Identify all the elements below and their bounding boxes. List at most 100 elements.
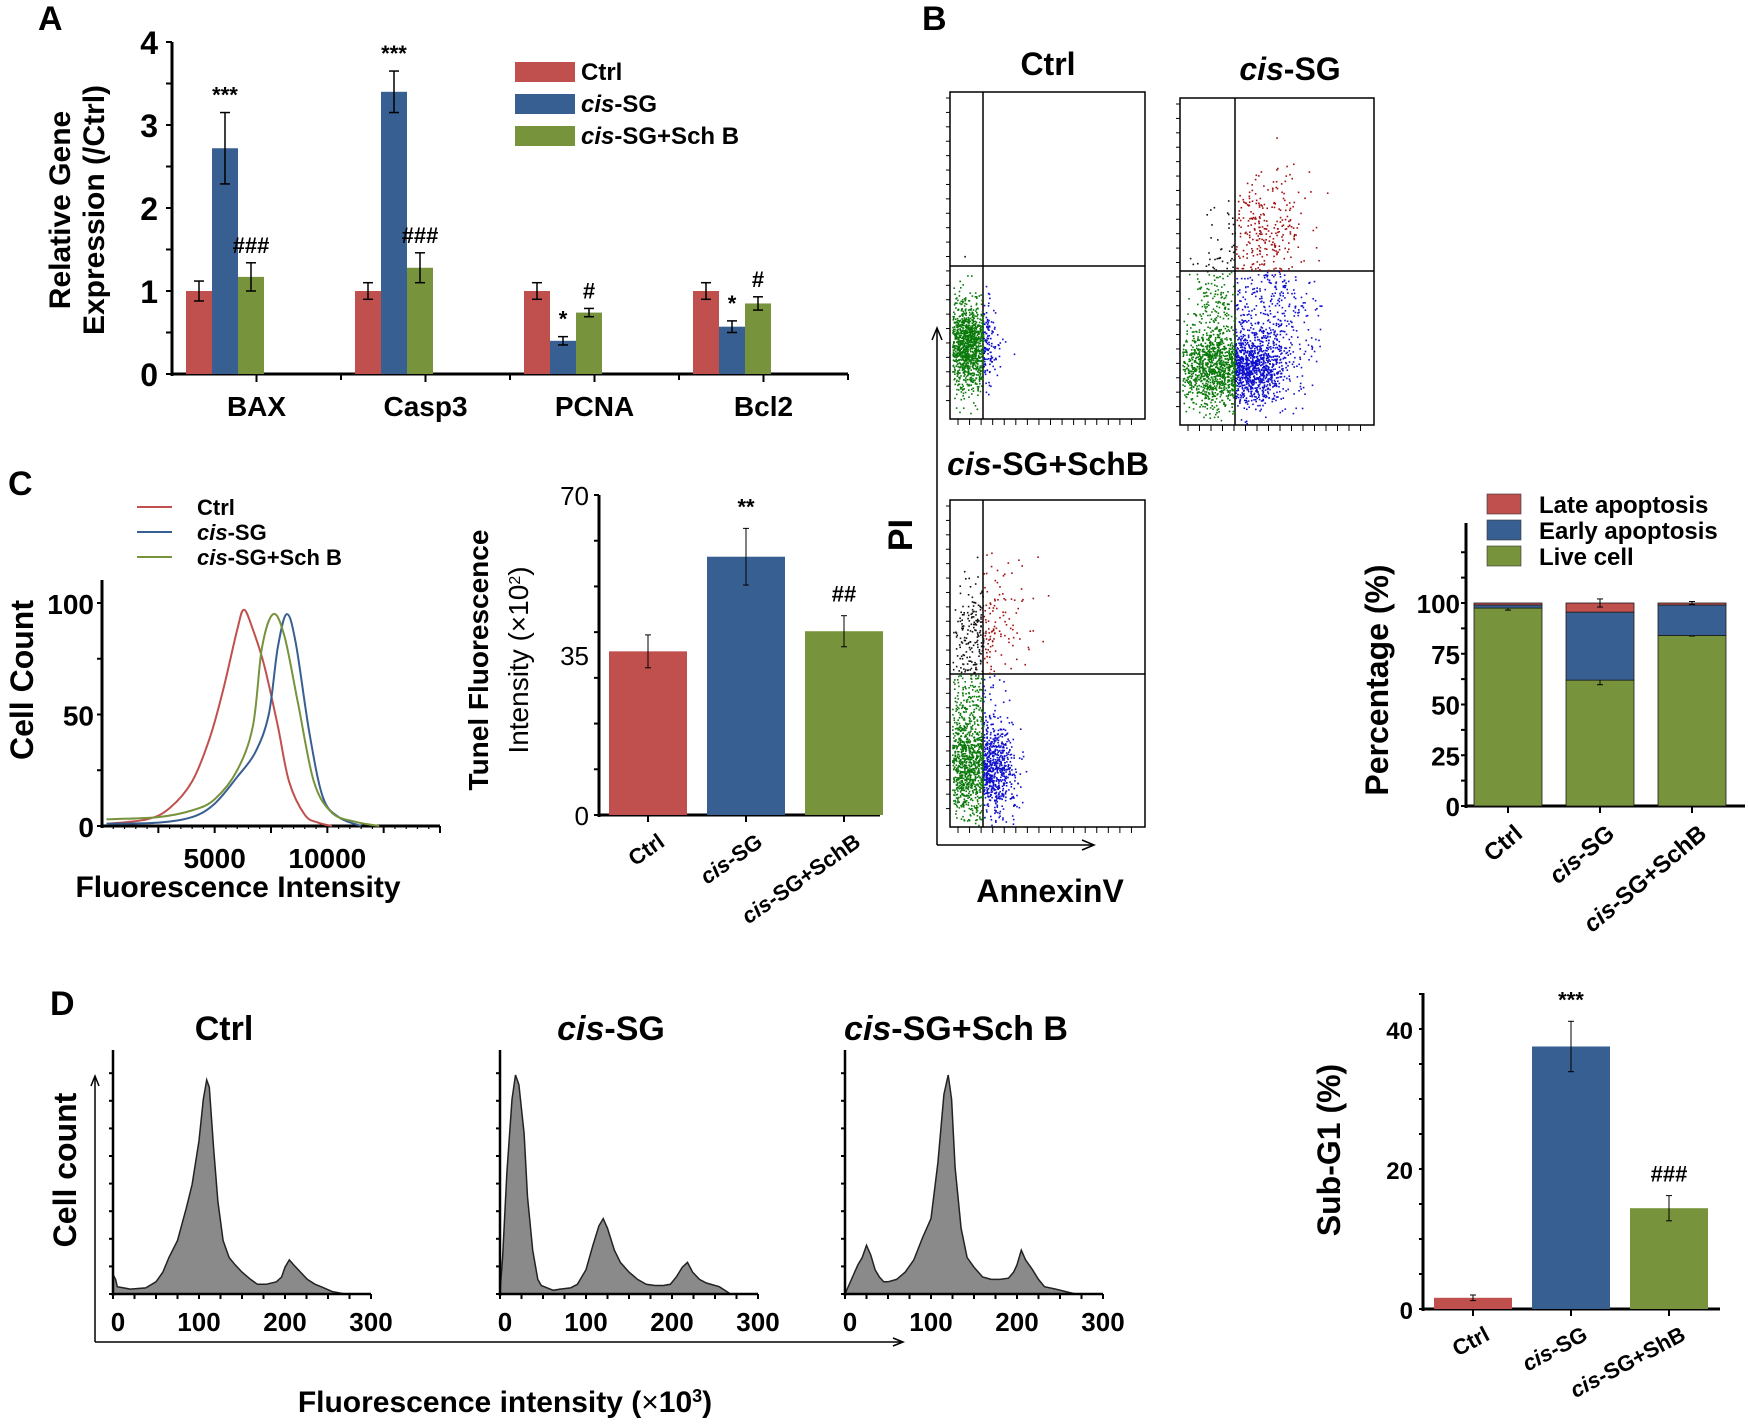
scatter-dot — [952, 729, 954, 731]
scatter-dot — [1255, 408, 1257, 411]
scatter-dot — [1271, 400, 1274, 403]
scatter-dot — [1262, 404, 1264, 407]
scatter-dot — [1200, 286, 1203, 289]
scatter-dot — [1227, 372, 1230, 374]
scatter-dot — [959, 315, 962, 317]
scatter-dot — [1233, 365, 1235, 367]
scatter-dot — [1234, 351, 1237, 354]
scatter-dot — [992, 321, 995, 324]
scatter-dot — [972, 354, 974, 356]
scatter-dot — [965, 375, 968, 378]
scatter-dot — [1231, 350, 1234, 352]
scatter-dot — [1216, 326, 1218, 328]
scatter-dot — [1239, 289, 1241, 291]
scatter-dot — [1244, 341, 1247, 344]
scatter-dot — [982, 780, 984, 783]
scatter-dot — [1252, 362, 1255, 364]
scatter-dot — [1239, 372, 1242, 374]
scatter-dot — [1253, 379, 1255, 381]
scatter-dot — [1193, 313, 1195, 315]
scatter-dot — [974, 348, 977, 351]
scatter-dot — [1212, 369, 1214, 372]
scatter-dot — [1199, 287, 1202, 290]
scatter-dot — [992, 346, 995, 348]
scatter-dot — [977, 388, 979, 391]
scatter-dot — [1278, 386, 1280, 388]
scatter-dot — [1263, 264, 1265, 266]
scatter-dot — [1292, 329, 1295, 331]
scatter-dot — [1267, 230, 1270, 232]
scatter-dot — [994, 368, 996, 371]
scatter-dot — [971, 338, 973, 340]
scatter-dot — [1229, 343, 1232, 346]
scatter-dot — [955, 787, 958, 789]
scatter-dot — [964, 351, 966, 353]
scatter-dot — [972, 744, 975, 747]
scatter-dot — [979, 752, 982, 755]
scatter-dot — [958, 295, 961, 297]
scatter-dot — [1265, 375, 1268, 377]
scatter-dot — [1246, 253, 1248, 255]
scatter-dot — [1277, 318, 1280, 321]
scatter-dot — [1244, 421, 1247, 423]
scatter-dot — [973, 744, 976, 746]
scatter-dot — [1206, 353, 1208, 356]
scatter-dot — [1207, 362, 1210, 365]
scatter-dot — [1274, 347, 1277, 349]
scatter-dot — [1263, 376, 1265, 378]
scatter-dot — [1234, 293, 1236, 295]
scatter-dot — [1273, 385, 1275, 387]
scatter-dot — [1266, 374, 1269, 376]
scatter-dot — [1222, 332, 1225, 335]
scatter-dot — [1225, 355, 1227, 357]
scatter-dot — [1279, 221, 1282, 223]
scatter-dot — [1218, 368, 1221, 371]
scatter-dot — [1186, 393, 1188, 396]
scatter-dot — [963, 366, 965, 369]
scatter-dot — [1247, 277, 1249, 280]
scatter-dot — [1221, 366, 1224, 369]
scatter-dot — [1267, 371, 1269, 373]
scatter-dot — [1243, 339, 1245, 342]
scatter-dot — [1219, 330, 1221, 333]
scatter-dot — [975, 811, 978, 813]
scatter-dot — [973, 320, 975, 323]
scatter-dot — [961, 774, 964, 776]
scatter-dot — [990, 355, 993, 357]
scatter-dot — [1254, 339, 1256, 342]
scatter-dot — [1236, 364, 1239, 367]
scatter-dot — [970, 372, 972, 375]
scatter-dot — [1230, 380, 1233, 383]
scatter-dot — [1289, 233, 1292, 235]
scatter-dot — [986, 358, 988, 361]
scatter-dot — [1218, 336, 1221, 339]
scatter-dot — [1258, 385, 1260, 388]
scatter-dot — [976, 383, 978, 385]
scatter-dot — [955, 307, 957, 309]
scatter-dot — [1277, 323, 1280, 325]
scatter-dot — [966, 371, 969, 373]
scatter-dot — [1307, 329, 1310, 331]
scatter-dot — [968, 378, 971, 381]
scatter-dot — [986, 775, 989, 777]
scatter-dot — [1205, 362, 1207, 364]
scatter-dot — [1217, 312, 1220, 314]
scatter-dot — [958, 781, 961, 784]
scatter-dot — [1262, 379, 1265, 381]
scatter-dot — [1208, 360, 1210, 362]
scatter-dot — [1275, 288, 1278, 291]
scatter-dot — [954, 369, 956, 372]
scatter-dot — [1260, 364, 1262, 367]
scatter-dot — [1263, 365, 1265, 368]
scatter-dot — [1246, 314, 1249, 316]
scatter-dot — [958, 332, 960, 334]
scatter-dot — [1276, 169, 1278, 171]
scatter-dot — [1233, 354, 1235, 356]
scatter-dot — [983, 360, 986, 363]
scatter-dot — [1285, 366, 1287, 369]
scatter-dot — [961, 728, 964, 730]
scatter-dot — [968, 334, 970, 336]
scatter-dot — [1186, 330, 1188, 332]
scatter-dot — [1293, 366, 1295, 368]
scatter-dot — [1208, 337, 1210, 339]
